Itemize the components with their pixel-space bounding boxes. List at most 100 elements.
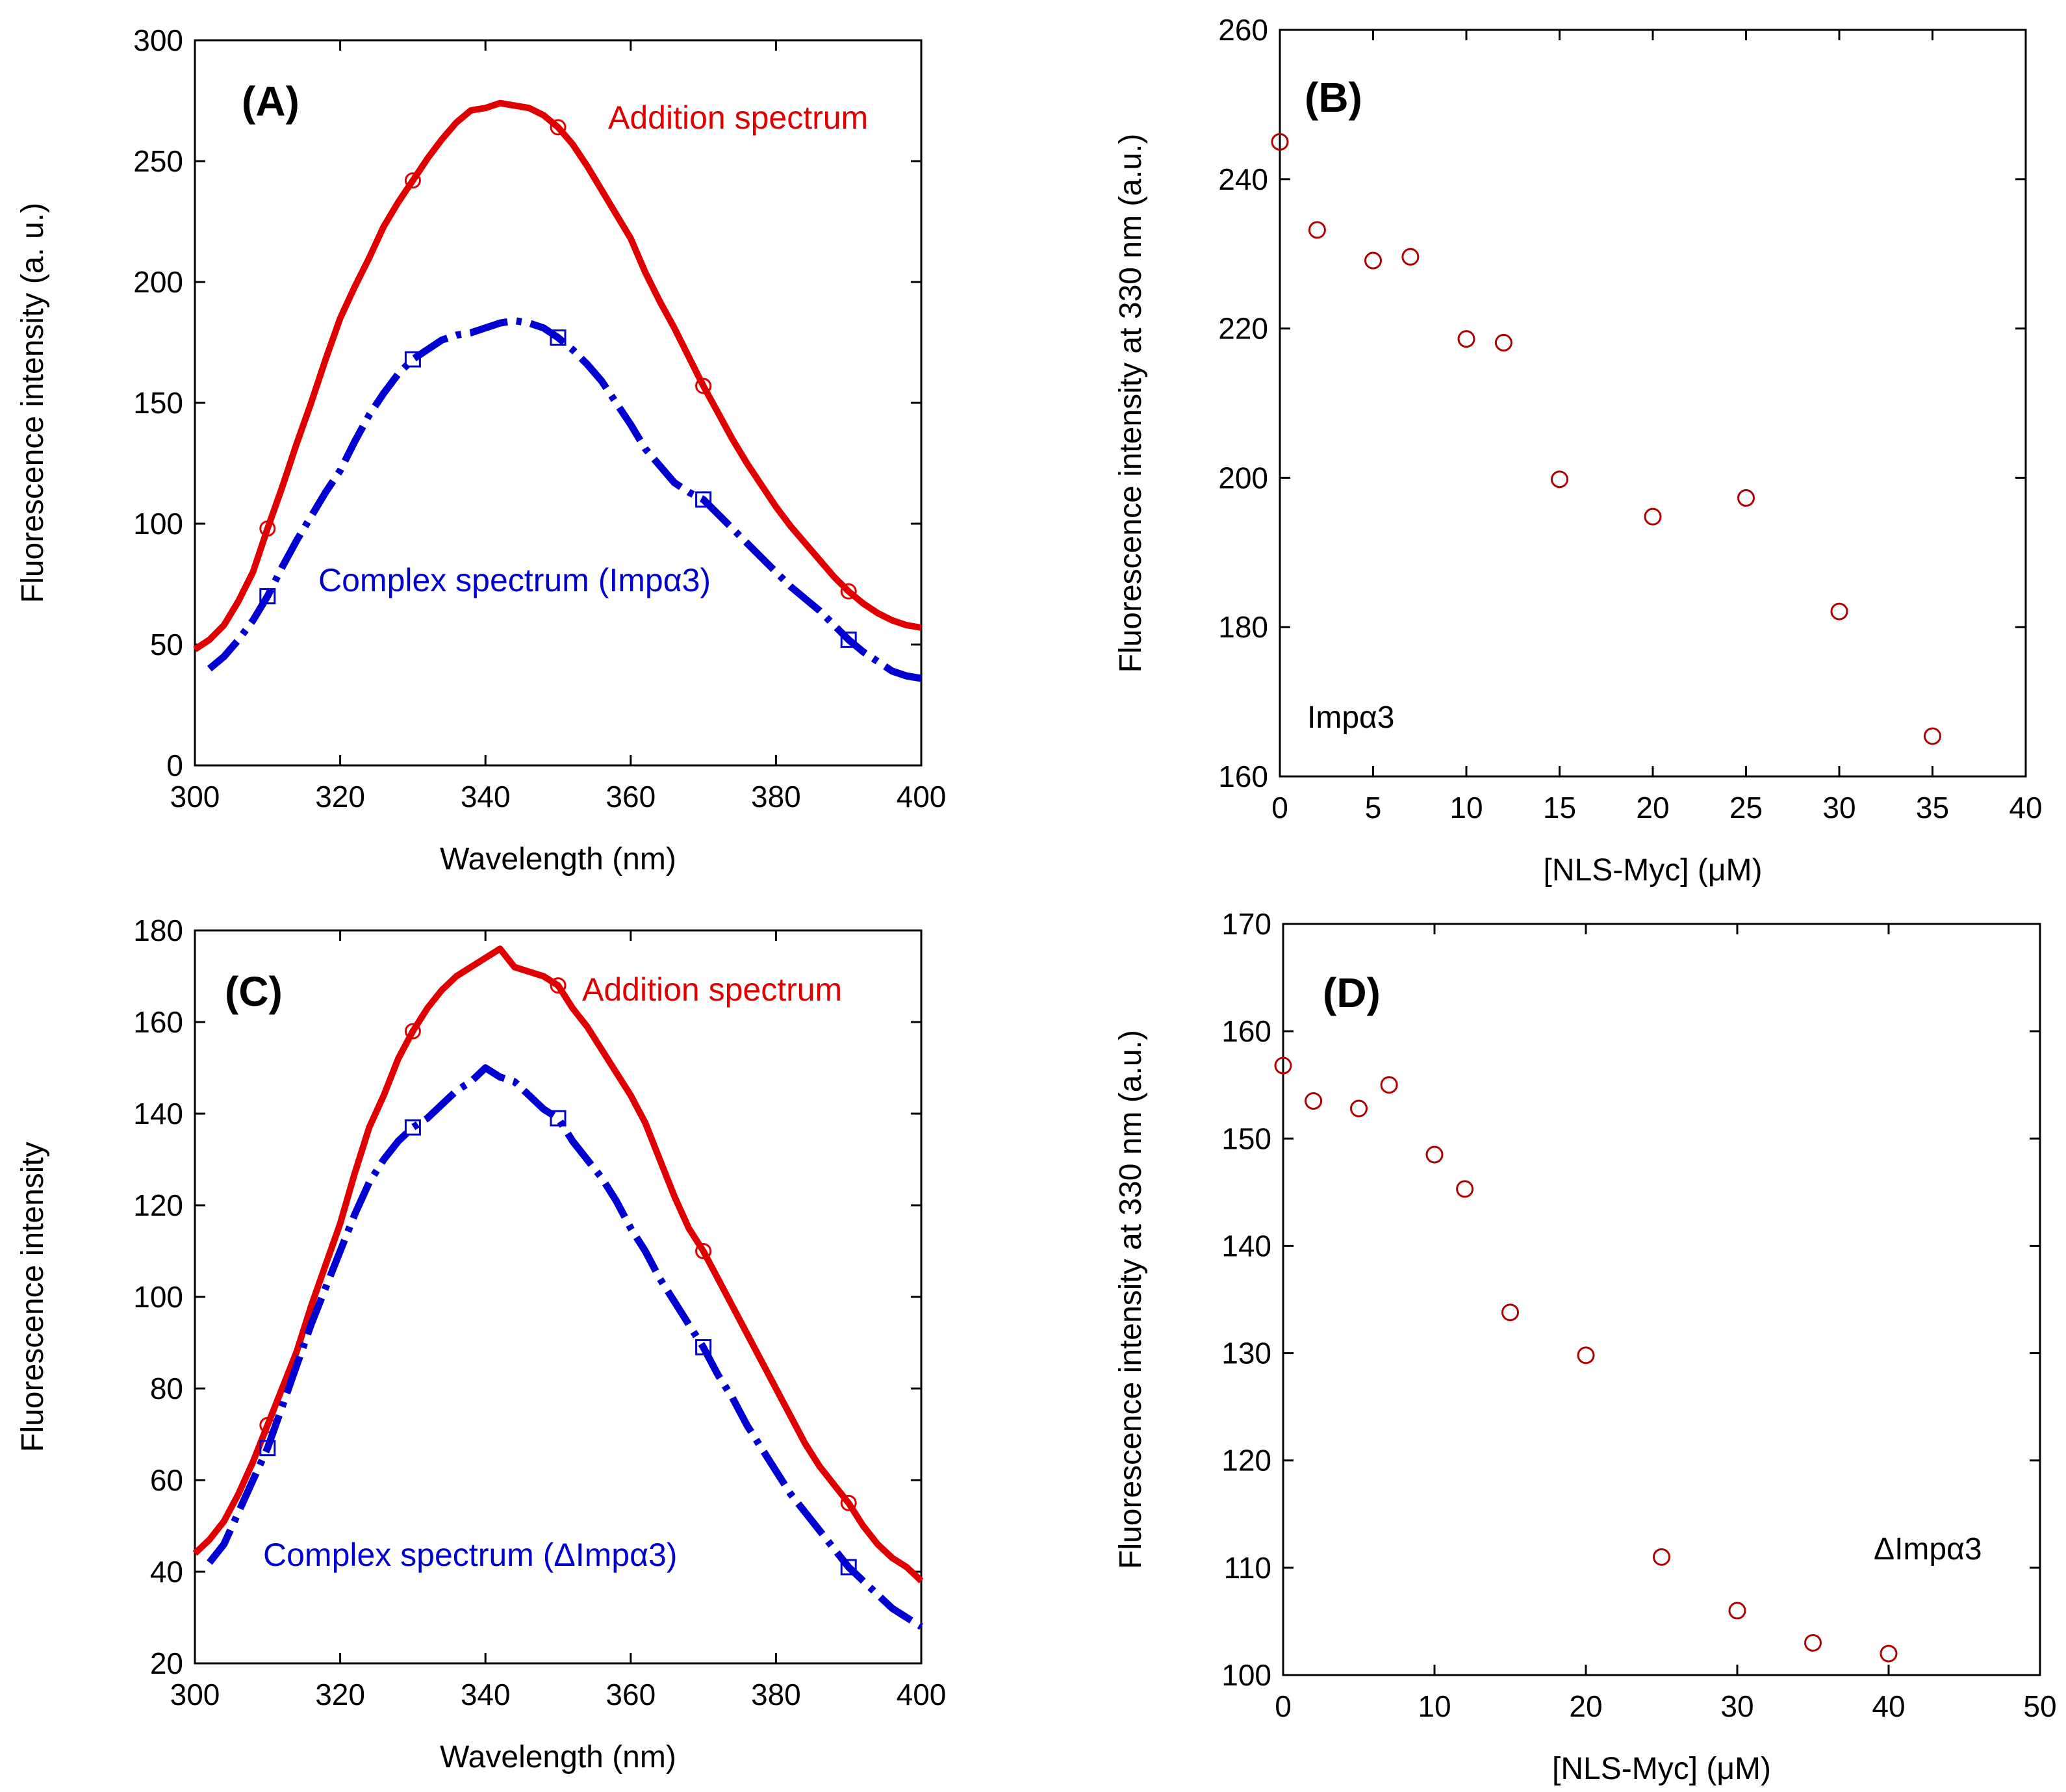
- panel-a-x-tick-label: 360: [606, 780, 656, 813]
- panel-c-x-tick-label: 360: [606, 1678, 656, 1711]
- panel-c-series-marker: [404, 1119, 421, 1136]
- panel-b-data-point: [1364, 251, 1382, 270]
- panel-b-y-axis-label: Fluorescence intensity at 330 nm (a.u.): [1114, 134, 1148, 673]
- panel-c-series-label-complex: Complex spectrum (ΔImpα3): [263, 1537, 677, 1573]
- panel-d-data-point: [1653, 1548, 1670, 1566]
- panel-c-series-marker: [550, 977, 567, 994]
- panel-b-annotation: Impα3: [1307, 700, 1394, 735]
- panel-a-y-tick-label: 300: [133, 23, 183, 57]
- panel-a-series-marker: [259, 520, 276, 537]
- panel-c-y-tick-label: 100: [133, 1280, 183, 1314]
- panel-d-y-tick-label: 150: [1221, 1121, 1271, 1155]
- panel-a-series-marker: [550, 119, 567, 136]
- panel-d-data-point: [1804, 1633, 1822, 1652]
- panel-a-y-tick-label: 50: [150, 628, 183, 661]
- panel-a-label: (A): [242, 78, 300, 125]
- panel-d-data-point: [1577, 1346, 1595, 1364]
- panel-b: 0 5 10 15 20 25 30 35 40 160 180 200 220 240 260 [NLS-M…: [1114, 13, 2043, 888]
- panel-a-y-tick-label: 200: [133, 265, 183, 299]
- panel-a-series-marker: [404, 172, 421, 189]
- panel-d-label: (D): [1323, 969, 1381, 1016]
- panel-b-x-tick-label: 15: [1543, 791, 1576, 825]
- panel-c-series-marker: [840, 1559, 857, 1576]
- panel-a-series-marker: [550, 329, 567, 346]
- panel-a-series-label-complex: Complex spectrum (Impα3): [318, 562, 711, 598]
- panel-c-label: (C): [225, 968, 283, 1015]
- panel-b-y-tick-label: 220: [1218, 312, 1268, 346]
- panel-d-y-tick-label: 120: [1221, 1444, 1271, 1478]
- panel-a-y-tick-label: 100: [133, 507, 183, 541]
- panel-a-y-tick-label: 250: [133, 144, 183, 178]
- panel-b-data-point: [1830, 602, 1848, 621]
- panel-b-x-tick-label: 5: [1365, 791, 1382, 825]
- panel-a-series-marker: [259, 588, 276, 605]
- panel-a-series-marker: [695, 378, 712, 394]
- panel-a-x-axis-label: Wavelength (nm): [440, 842, 676, 877]
- panel-c-y-tick-label: 60: [150, 1463, 183, 1497]
- panel-d-x-tick-label: 20: [1569, 1689, 1602, 1723]
- panel-c-x-tick-label: 320: [315, 1678, 365, 1711]
- panel-c-y-tick-label: 160: [133, 1005, 183, 1039]
- panel-c-series-label-addition: Addition spectrum: [582, 971, 842, 1008]
- panel-a-x-tick-label: 340: [461, 780, 511, 813]
- panel-b-y-tick-label: 180: [1218, 610, 1268, 644]
- panel-c-series-line-complex: [207, 1064, 923, 1630]
- panel-c-y-axis-label: Fluorescence intensity: [16, 1142, 50, 1452]
- panel-a-series-line-addition: [193, 99, 922, 652]
- panel-d-data-point: [1305, 1092, 1323, 1110]
- panel-b-data-point: [1271, 133, 1289, 151]
- panel-c-y-tick-label: 140: [133, 1097, 183, 1131]
- panel-b-x-tick-label: 30: [1822, 791, 1856, 825]
- panel-a-series-label-addition: Addition spectrum: [608, 99, 868, 136]
- panel-c-x-tick-label: 400: [897, 1678, 947, 1711]
- panel-d-x-axis-label: [NLS-Myc] (μM): [1552, 1752, 1771, 1786]
- panel-b-data-point: [1644, 507, 1662, 526]
- panel-d-x-tick-label: 40: [1872, 1689, 1905, 1723]
- panel-c-series-marker: [259, 1440, 276, 1457]
- panel-a-x-tick-label: 400: [897, 780, 947, 813]
- panel-d-annotation: ΔImpα3: [1874, 1532, 1982, 1567]
- panel-c-series-line-addition: [192, 945, 924, 1583]
- panel-c: 300 320 340 360 380 400 20 40 60 80 100 120 140 160 18…: [16, 914, 946, 1774]
- panel-d-y-tick-label: 110: [1224, 1551, 1271, 1585]
- panel-b-x-tick-label: 25: [1729, 791, 1763, 825]
- panel-a-series-marker: [695, 491, 712, 508]
- panel-d-x-tick-label: 0: [1275, 1689, 1292, 1723]
- panel-b-x-tick-label: 35: [1916, 791, 1949, 825]
- panel-d-y-tick-label: 160: [1221, 1014, 1271, 1048]
- panel-c-x-tick-label: 340: [461, 1678, 511, 1711]
- panel-b-x-axis-label: [NLS-Myc] (μM): [1544, 853, 1763, 888]
- panel-d-x-tick-label: 50: [2023, 1689, 2056, 1723]
- panel-c-y-tick-label: 80: [150, 1372, 183, 1405]
- panel-d-data-point: [1501, 1303, 1519, 1322]
- panel-d-x-tick-label: 30: [1720, 1689, 1754, 1723]
- panel-d-y-tick-label: 100: [1221, 1658, 1271, 1692]
- panel-b-x-tick-label: 0: [1271, 791, 1288, 825]
- panel-b-x-tick-label: 40: [2009, 791, 2042, 825]
- panel-b-data-point: [1924, 727, 1941, 745]
- panel-c-x-tick-label: 380: [751, 1678, 801, 1711]
- panel-c-series-marker: [695, 1243, 712, 1259]
- panel-a: 300 320 340 360 380 400 0 50 100 150 200 250 300 Wave…: [16, 23, 946, 877]
- panel-a-series-marker: [840, 583, 857, 600]
- panel-c-x-axis-label: Wavelength (nm): [440, 1740, 676, 1774]
- panel-a-x-tick-label: 300: [170, 780, 220, 813]
- panel-a-y-axis-label: Fluorescence intensity (a. u.): [16, 203, 50, 603]
- panel-a-x-tick-label: 320: [315, 780, 365, 813]
- panel-a-series-line-complex: [207, 317, 922, 682]
- panel-d-y-tick-label: 130: [1221, 1337, 1271, 1370]
- panel-b-y-tick-label: 260: [1218, 13, 1268, 47]
- panel-d-data-point: [1456, 1180, 1474, 1198]
- panel-a-y-tick-label: 0: [166, 749, 183, 782]
- panel-b-y-tick-label: 240: [1218, 162, 1268, 196]
- panel-d-data-point: [1380, 1076, 1398, 1094]
- panel-d: 0 10 20 30 40 50 100 110 120 130 140 150 160 170 [NLS-…: [1114, 907, 2057, 1786]
- panel-b-x-tick-label: 10: [1449, 791, 1483, 825]
- panel-d-data-point: [1425, 1146, 1444, 1164]
- panel-c-series-marker: [695, 1339, 712, 1356]
- panel-b-y-tick-label: 200: [1218, 461, 1268, 494]
- panel-b-y-tick-label: 160: [1218, 760, 1268, 793]
- panel-c-y-tick-label: 120: [133, 1188, 183, 1222]
